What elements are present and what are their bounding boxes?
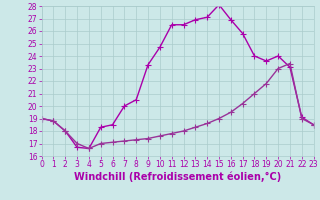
X-axis label: Windchill (Refroidissement éolien,°C): Windchill (Refroidissement éolien,°C) bbox=[74, 172, 281, 182]
